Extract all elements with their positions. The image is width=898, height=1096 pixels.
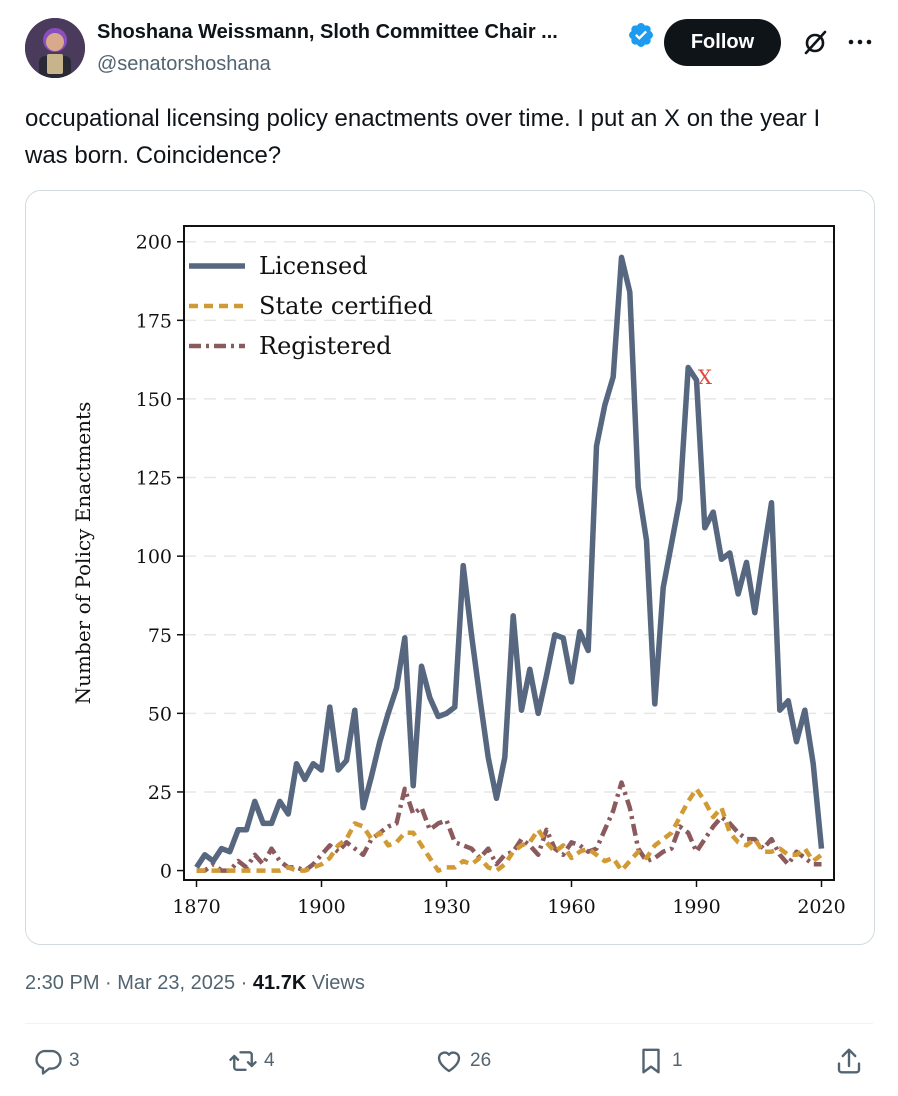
like-button[interactable]: 26 xyxy=(434,1044,491,1078)
legend-label: State certified xyxy=(259,292,433,320)
repost-count: 4 xyxy=(264,1050,275,1071)
verified-badge-icon[interactable] xyxy=(627,21,655,49)
x-tick-label: 1870 xyxy=(172,896,220,918)
x-tick-label: 1960 xyxy=(547,896,595,918)
avatar[interactable] xyxy=(25,18,85,78)
meta-separator: · xyxy=(235,972,253,994)
series-line-licensed xyxy=(194,254,825,869)
y-tick-label: 200 xyxy=(136,232,172,254)
share-button[interactable] xyxy=(834,1044,870,1078)
tweet-date[interactable]: Mar 23, 2025 xyxy=(117,972,236,994)
x-tick-label: 1930 xyxy=(422,896,470,918)
y-axis-label: Number of Policy Enactments xyxy=(71,402,95,705)
bookmark-icon xyxy=(642,1048,660,1074)
like-count: 26 xyxy=(470,1050,492,1071)
y-tick-label: 175 xyxy=(136,310,172,332)
y-tick-label: 50 xyxy=(148,703,172,725)
repost-icon xyxy=(229,1051,257,1071)
legend-label: Registered xyxy=(259,332,392,360)
grok-icon[interactable] xyxy=(800,28,830,58)
meta-separator: · xyxy=(99,972,118,994)
author-handle[interactable]: @senatorshoshana xyxy=(97,53,271,75)
line-chart: 0 25 50 75 100 125 150 175 200 1870 1900 1930 1960 19… xyxy=(26,191,874,944)
avatar-image xyxy=(25,18,85,78)
views-count: 41.7K xyxy=(252,972,307,994)
views-label: Views xyxy=(306,972,365,994)
bookmark-button[interactable]: 1 xyxy=(636,1044,683,1078)
divider xyxy=(25,1023,873,1024)
y-tick-label: 125 xyxy=(136,468,172,490)
media-image[interactable]: 0 25 50 75 100 125 150 175 200 1870 1900 1930 1960 19… xyxy=(25,190,875,945)
like-icon xyxy=(437,1051,461,1073)
y-tick-label: 75 xyxy=(148,625,172,647)
tweet-time[interactable]: 2:30 PM xyxy=(25,972,100,994)
reply-icon xyxy=(35,1049,62,1075)
author-name[interactable]: Shoshana Weissmann, Sloth Committee Chai… xyxy=(97,21,558,43)
chart-legend: Licensed State certified Registered xyxy=(189,252,433,360)
y-tick-label: 25 xyxy=(148,782,172,804)
tweet-text: occupational licensing policy enactments… xyxy=(25,105,821,169)
share-icon xyxy=(837,1048,861,1074)
y-tick-label: 100 xyxy=(136,546,172,568)
annotation-x: X xyxy=(698,365,713,389)
chart-axes: 0 25 50 75 100 125 150 175 200 1870 1900 1930 1960 19… xyxy=(136,232,846,918)
reply-count: 3 xyxy=(69,1050,80,1071)
x-tick-label: 2020 xyxy=(797,896,845,918)
legend-label: Licensed xyxy=(259,252,368,280)
plot-frame xyxy=(183,225,835,881)
x-tick-label: 1990 xyxy=(672,896,720,918)
reply-button[interactable]: 3 xyxy=(33,1044,80,1078)
y-tick-label: 150 xyxy=(136,389,172,411)
x-tick-label: 1900 xyxy=(297,896,345,918)
series-line-state-certified xyxy=(196,786,823,873)
more-icon[interactable] xyxy=(846,28,874,56)
bookmark-count: 1 xyxy=(672,1050,683,1071)
chart-series xyxy=(194,254,825,873)
follow-button[interactable]: Follow xyxy=(664,19,781,66)
repost-button[interactable]: 4 xyxy=(228,1044,275,1078)
tweet-meta: 2:30 PM · Mar 23, 2025 · 41.7K Views xyxy=(25,972,365,995)
y-tick-label: 0 xyxy=(160,861,172,883)
